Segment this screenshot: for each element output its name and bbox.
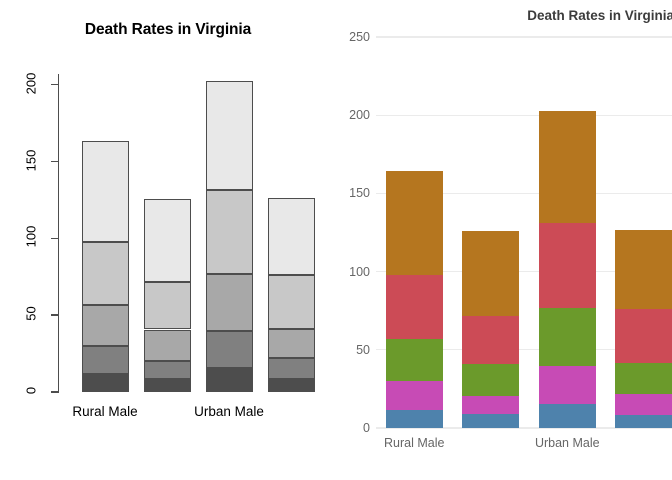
right-bar-segment xyxy=(615,393,672,415)
left-bar-segment xyxy=(267,274,315,329)
right-bar-segment xyxy=(462,363,520,397)
left-x-tick-label: Rural Male xyxy=(72,404,138,419)
left-y-tick xyxy=(51,314,59,316)
left-bar-segment xyxy=(267,379,315,392)
right-y-tick-label: 0 xyxy=(363,421,370,435)
right-gridline xyxy=(376,192,672,195)
left-stacked-bar xyxy=(81,140,129,392)
right-bar-segment xyxy=(385,380,443,410)
right-gridline xyxy=(376,270,672,273)
right-bar-segment xyxy=(385,171,443,276)
left-bar-segment xyxy=(143,282,191,330)
left-bar-segment xyxy=(205,331,253,369)
right-chart-title: Death Rates in Virginia xyxy=(527,8,672,23)
left-y-tick-label: 100 xyxy=(23,226,39,248)
left-y-tick xyxy=(51,237,59,240)
left-bar-segment xyxy=(267,358,315,380)
right-x-tick-label: Rural Male xyxy=(384,436,445,450)
right-bar-segment xyxy=(385,338,443,382)
right-bar-segment xyxy=(615,229,672,309)
left-y-tick xyxy=(51,391,59,393)
left-y-tick xyxy=(51,160,59,163)
right-bar-segment xyxy=(615,362,672,394)
left-bar-segment xyxy=(143,360,191,379)
left-stacked-bar xyxy=(205,81,253,392)
right-y-tick-label: 100 xyxy=(349,264,370,279)
left-y-tick-label: 150 xyxy=(23,149,39,171)
left-bar-segment xyxy=(205,274,253,332)
right-bar-segment xyxy=(615,414,672,428)
right-gridline xyxy=(376,114,672,116)
left-chart-panel: Death Rates in Virginia 0 50 100 150 200 Rur… xyxy=(24,21,320,419)
right-y-tick-label: 150 xyxy=(349,186,370,201)
right-bar-segment xyxy=(462,413,520,428)
right-plot-area: 0 50 100 150 200 250 Rural Male Urban Male xyxy=(349,30,672,450)
right-bar-segment xyxy=(462,315,520,365)
left-bar-segment xyxy=(81,346,129,375)
right-y-tick-label: 250 xyxy=(349,30,370,44)
right-stacked-bar xyxy=(462,230,520,428)
left-y-tick-label: 200 xyxy=(23,72,39,95)
left-bar-segment xyxy=(205,190,253,275)
right-gridline xyxy=(376,427,672,429)
left-y-tick-label: 0 xyxy=(23,386,39,395)
left-bar-segment xyxy=(143,329,191,361)
left-bar-segment xyxy=(205,368,253,392)
right-y-tick-label: 50 xyxy=(356,342,370,357)
right-bar-segment xyxy=(538,110,596,223)
left-bar-segment xyxy=(143,198,191,283)
left-bar-segment xyxy=(81,304,129,347)
right-bar-segment xyxy=(538,307,596,366)
right-bar-segment xyxy=(538,403,596,428)
left-y-tick-label: 50 xyxy=(23,306,39,321)
right-stacked-bar xyxy=(385,171,443,428)
right-bar-segment xyxy=(385,274,443,340)
left-bar-segment xyxy=(81,374,129,392)
right-bar-segment xyxy=(462,395,520,415)
right-gridline xyxy=(376,36,672,38)
left-y-axis-line xyxy=(58,74,60,392)
right-bar-segment xyxy=(538,365,596,404)
left-bar-segment xyxy=(81,140,129,242)
left-x-tick-label: Urban Male xyxy=(194,404,264,419)
right-bar-segment xyxy=(615,308,672,364)
left-bar-segment xyxy=(267,328,315,359)
left-y-tick xyxy=(51,84,59,86)
left-stacked-bar xyxy=(143,198,191,392)
right-x-tick-label: Urban Male xyxy=(534,436,600,450)
right-stacked-bar xyxy=(538,110,596,428)
right-bar-segment xyxy=(385,409,443,428)
left-stacked-bar xyxy=(267,197,315,392)
left-chart-title: Death Rates in Virginia xyxy=(84,21,252,38)
right-chart-panel: Death Rates in Virginia 0 50 100 150 200 250 … xyxy=(336,0,672,480)
left-plot-area: 0 50 100 150 200 Rural Male Urban Male xyxy=(24,72,320,419)
right-bar-segment xyxy=(462,230,520,317)
right-bar-segment xyxy=(538,222,596,309)
right-y-tick-label: 200 xyxy=(349,108,370,123)
left-bar-segment xyxy=(205,81,253,191)
right-stacked-bar xyxy=(615,229,672,428)
right-gridline xyxy=(376,349,672,351)
left-bar-segment xyxy=(143,378,191,392)
left-bar-segment xyxy=(267,197,315,275)
left-bar-segment xyxy=(81,241,129,305)
